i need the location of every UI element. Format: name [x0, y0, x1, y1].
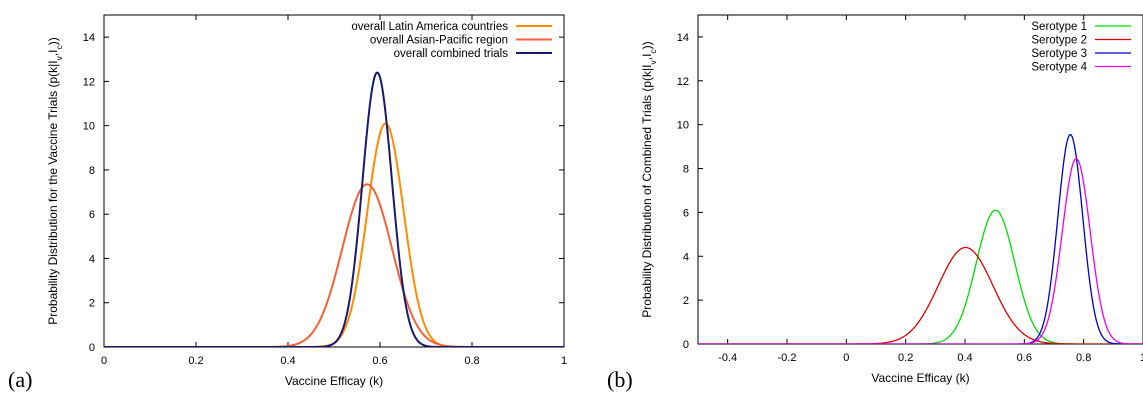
chart-b-x-axis-title: Vaccine Efficay (k) — [871, 371, 969, 385]
chart-a-x-tick-label: 0 — [101, 355, 107, 367]
chart-b-y-tick-label: 4 — [683, 251, 689, 263]
chart-b-y-tick-label: 10 — [677, 120, 689, 132]
chart-b-series-group — [698, 135, 1143, 344]
chart-b-y-tick-label: 8 — [683, 164, 689, 176]
chart-b-x-tick-label: 0 — [843, 352, 849, 364]
chart-a-x-tick-label: 1 — [561, 355, 567, 367]
chart-b-x-tick-label: 0.2 — [898, 352, 913, 364]
chart-a-x-axis-title: Vaccine Efficay (k) — [285, 374, 383, 388]
chart-b-series-line-4 — [698, 159, 1143, 344]
chart-a-x-tick-label: 0.8 — [464, 355, 479, 367]
chart-b-series-line-1 — [698, 210, 1143, 344]
chart-a-series-line-1 — [104, 123, 564, 347]
chart-a-y-tick-label: 4 — [89, 253, 95, 265]
chart-a-x-tick-label: 0.2 — [188, 355, 203, 367]
chart-b-legend-label-4: Serotype 4 — [1031, 62, 1087, 74]
chart-a-plot-frame — [104, 15, 564, 347]
chart-b-x-tick-label: -0.2 — [778, 352, 797, 364]
chart-b-legend-label-3: Serotype 3 — [1031, 48, 1087, 60]
chart-b-y-tick-label: 6 — [683, 207, 689, 219]
panel-label-b: (b) — [607, 367, 633, 392]
chart-a-y-axis-title: Probability Distribution for the Vaccine… — [46, 37, 64, 325]
chart-b-series-line-2 — [698, 248, 1143, 345]
chart-b-x-tick-label: 0.4 — [957, 352, 972, 364]
chart-b-y-tick-label: 2 — [683, 295, 689, 307]
chart-a-series-group — [104, 73, 564, 347]
chart-b-x-tick-label: 0.6 — [1017, 352, 1032, 364]
chart-a-y-tick-label: 14 — [83, 32, 95, 44]
chart-b-y-axis-title: Probability Distribution of Combined Tri… — [640, 41, 658, 317]
chart-a-series-line-3 — [104, 73, 564, 347]
chart-b-y-tick-label: 14 — [677, 32, 689, 44]
chart-a-y-tick-label: 10 — [83, 121, 95, 133]
chart-b-x-tick-label: 0.8 — [1076, 352, 1091, 364]
chart-b-series-line-3 — [698, 135, 1143, 344]
chart-b: -0.4-0.200.20.40.60.8102468101214Vaccine… — [640, 15, 1143, 385]
chart-a-y-tick-label: 2 — [89, 298, 95, 310]
chart-b-legend-label-1: Serotype 1 — [1031, 21, 1087, 33]
chart-a-y-tick-label: 0 — [89, 342, 95, 354]
chart-b-x-tick-label: -0.4 — [718, 352, 737, 364]
chart-a-series-line-2 — [104, 184, 564, 347]
chart-b-y-tick-label: 0 — [683, 339, 689, 351]
chart-a-y-tick-label: 6 — [89, 209, 95, 221]
chart-b-legend-label-2: Serotype 2 — [1031, 35, 1087, 47]
chart-a-legend-label-3: overall combined trials — [394, 48, 509, 60]
chart-a-x-tick-label: 0.4 — [280, 355, 295, 367]
chart-a-y-tick-label: 12 — [83, 76, 95, 88]
chart-b-y-tick-label: 12 — [677, 76, 689, 88]
chart-a-legend-label-2: overall Asian-Pacific region — [370, 35, 508, 47]
chart-a-legend-label-1: overall Latin America countries — [351, 21, 508, 33]
chart-a-x-tick-label: 0.6 — [372, 355, 387, 367]
panel-label-a: (a) — [8, 367, 32, 392]
chart-a-y-tick-label: 8 — [89, 165, 95, 177]
